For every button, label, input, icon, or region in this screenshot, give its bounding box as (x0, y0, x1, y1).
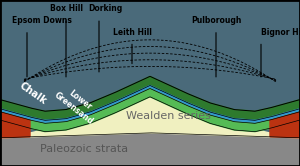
Polygon shape (0, 112, 30, 138)
Text: Lower
Greensand: Lower Greensand (52, 83, 101, 127)
Text: Pulborough: Pulborough (191, 16, 241, 25)
Text: Epsom Downs: Epsom Downs (12, 16, 72, 25)
Text: Paleozoic strata: Paleozoic strata (40, 144, 128, 154)
Text: Dorking: Dorking (88, 4, 122, 13)
Text: Chalk: Chalk (17, 80, 49, 106)
Text: Box Hill: Box Hill (50, 4, 82, 13)
Polygon shape (270, 112, 300, 138)
Text: Bignor Hill: Bignor Hill (261, 28, 300, 37)
Text: Leith Hill: Leith Hill (112, 28, 152, 37)
Text: Wealden series: Wealden series (126, 111, 210, 121)
